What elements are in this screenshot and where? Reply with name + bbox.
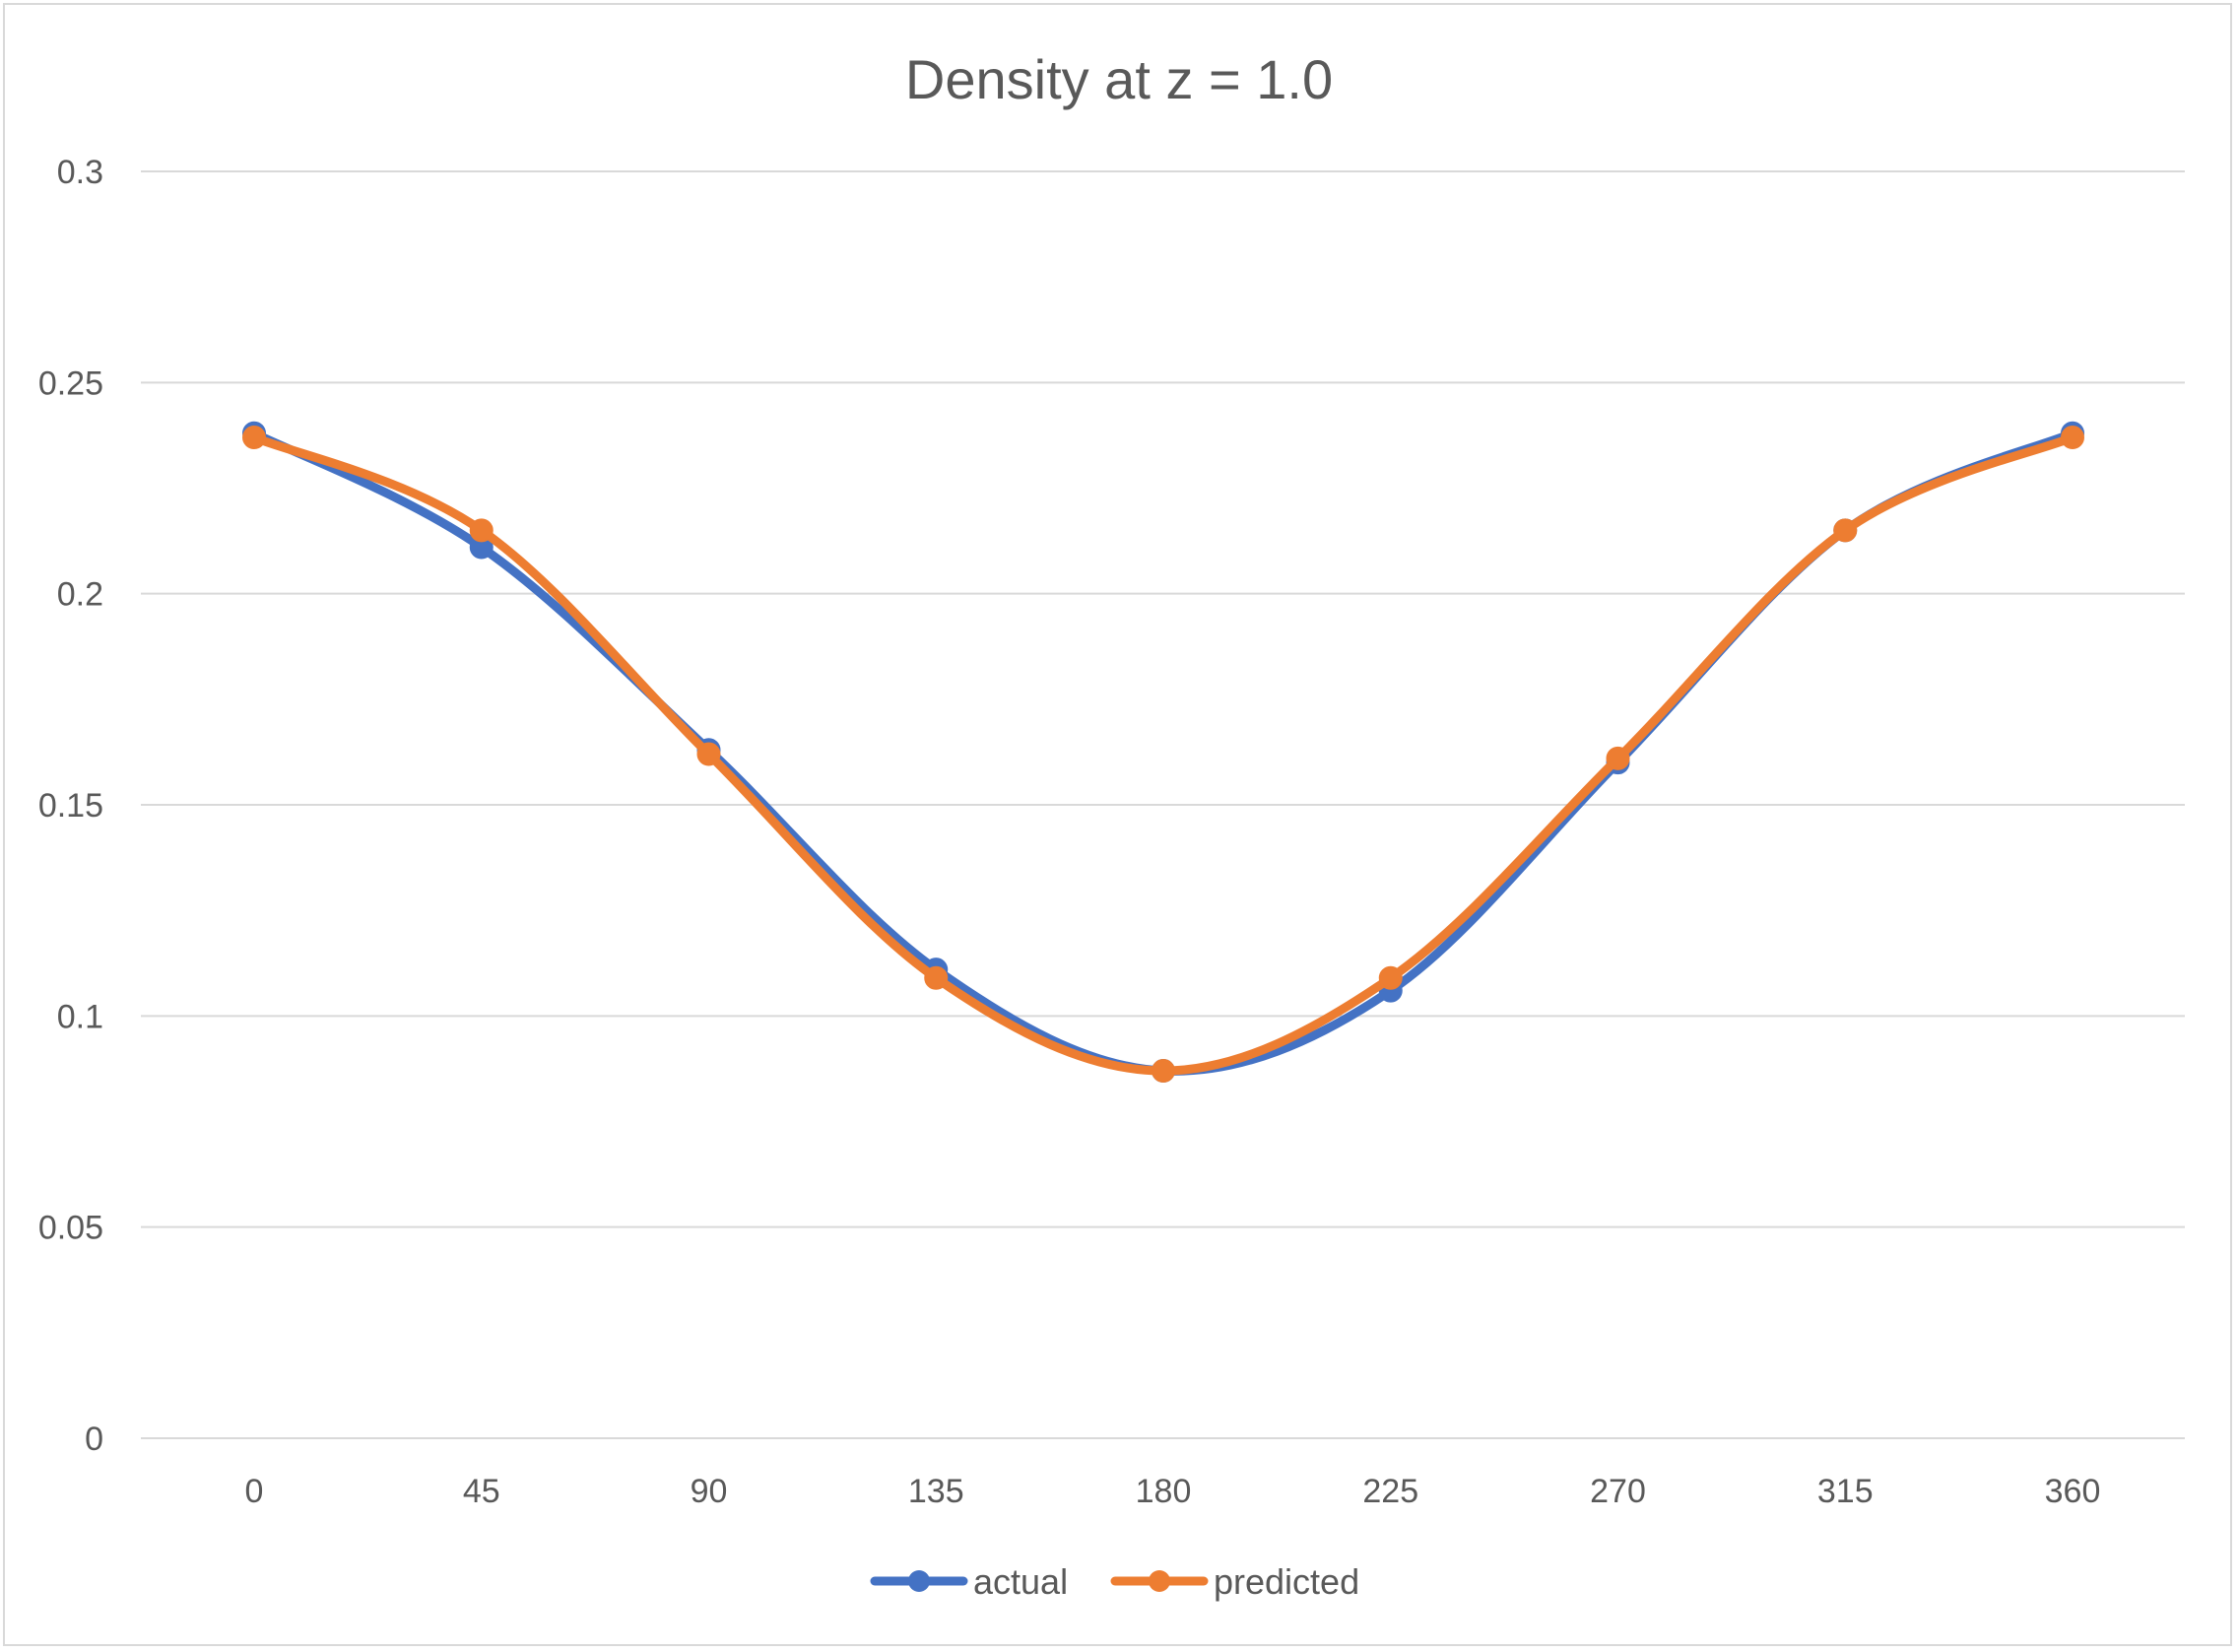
- legend-item-predicted: predicted: [1115, 1561, 1359, 1602]
- data-point: [1152, 1060, 1174, 1082]
- gridlines: [141, 171, 2185, 1438]
- legend-swatch-marker: [908, 1570, 930, 1592]
- x-tick-label: 315: [1817, 1473, 1874, 1510]
- series-predicted: [243, 427, 2083, 1082]
- data-point: [1608, 748, 1629, 769]
- series-actual: [243, 423, 2083, 1082]
- y-tick-label: 0.15: [38, 787, 103, 825]
- legend-label: predicted: [1214, 1561, 1359, 1602]
- y-tick-label: 0.05: [38, 1210, 103, 1247]
- y-tick-label: 0: [85, 1421, 103, 1458]
- x-tick-label: 270: [1590, 1473, 1646, 1510]
- legend-item-actual: actual: [875, 1561, 1068, 1602]
- x-tick-label: 180: [1136, 1473, 1192, 1510]
- y-tick-label: 0.25: [38, 364, 103, 402]
- legend: actual predicted: [875, 1561, 1359, 1602]
- x-tick-label: 90: [691, 1473, 728, 1510]
- y-tick-label: 0.2: [57, 576, 103, 614]
- x-tick-label: 0: [245, 1473, 264, 1510]
- x-axis-tick-labels: 0 45 90 135 180 225 270 315 360: [245, 1473, 2101, 1510]
- x-tick-label: 360: [2045, 1473, 2101, 1510]
- x-tick-label: 45: [463, 1473, 500, 1510]
- y-tick-label: 0.3: [57, 154, 103, 191]
- data-point: [2062, 427, 2083, 448]
- data-point: [1380, 967, 1402, 989]
- chart-title: Density at z = 1.0: [905, 48, 1333, 110]
- y-axis-tick-labels: 0 0.05 0.1 0.15 0.2 0.25 0.3: [38, 154, 103, 1458]
- data-point: [925, 967, 947, 989]
- series-line: [254, 437, 2073, 1071]
- y-tick-label: 0.1: [57, 998, 103, 1035]
- data-point: [471, 519, 493, 541]
- data-point: [1834, 519, 1856, 541]
- x-tick-label: 135: [908, 1473, 964, 1510]
- data-point: [243, 427, 265, 448]
- legend-label: actual: [973, 1561, 1068, 1602]
- series-line: [254, 433, 2073, 1072]
- x-tick-label: 225: [1362, 1473, 1418, 1510]
- legend-swatch-marker: [1149, 1570, 1170, 1592]
- data-point: [698, 744, 720, 765]
- series-lines: [243, 423, 2083, 1082]
